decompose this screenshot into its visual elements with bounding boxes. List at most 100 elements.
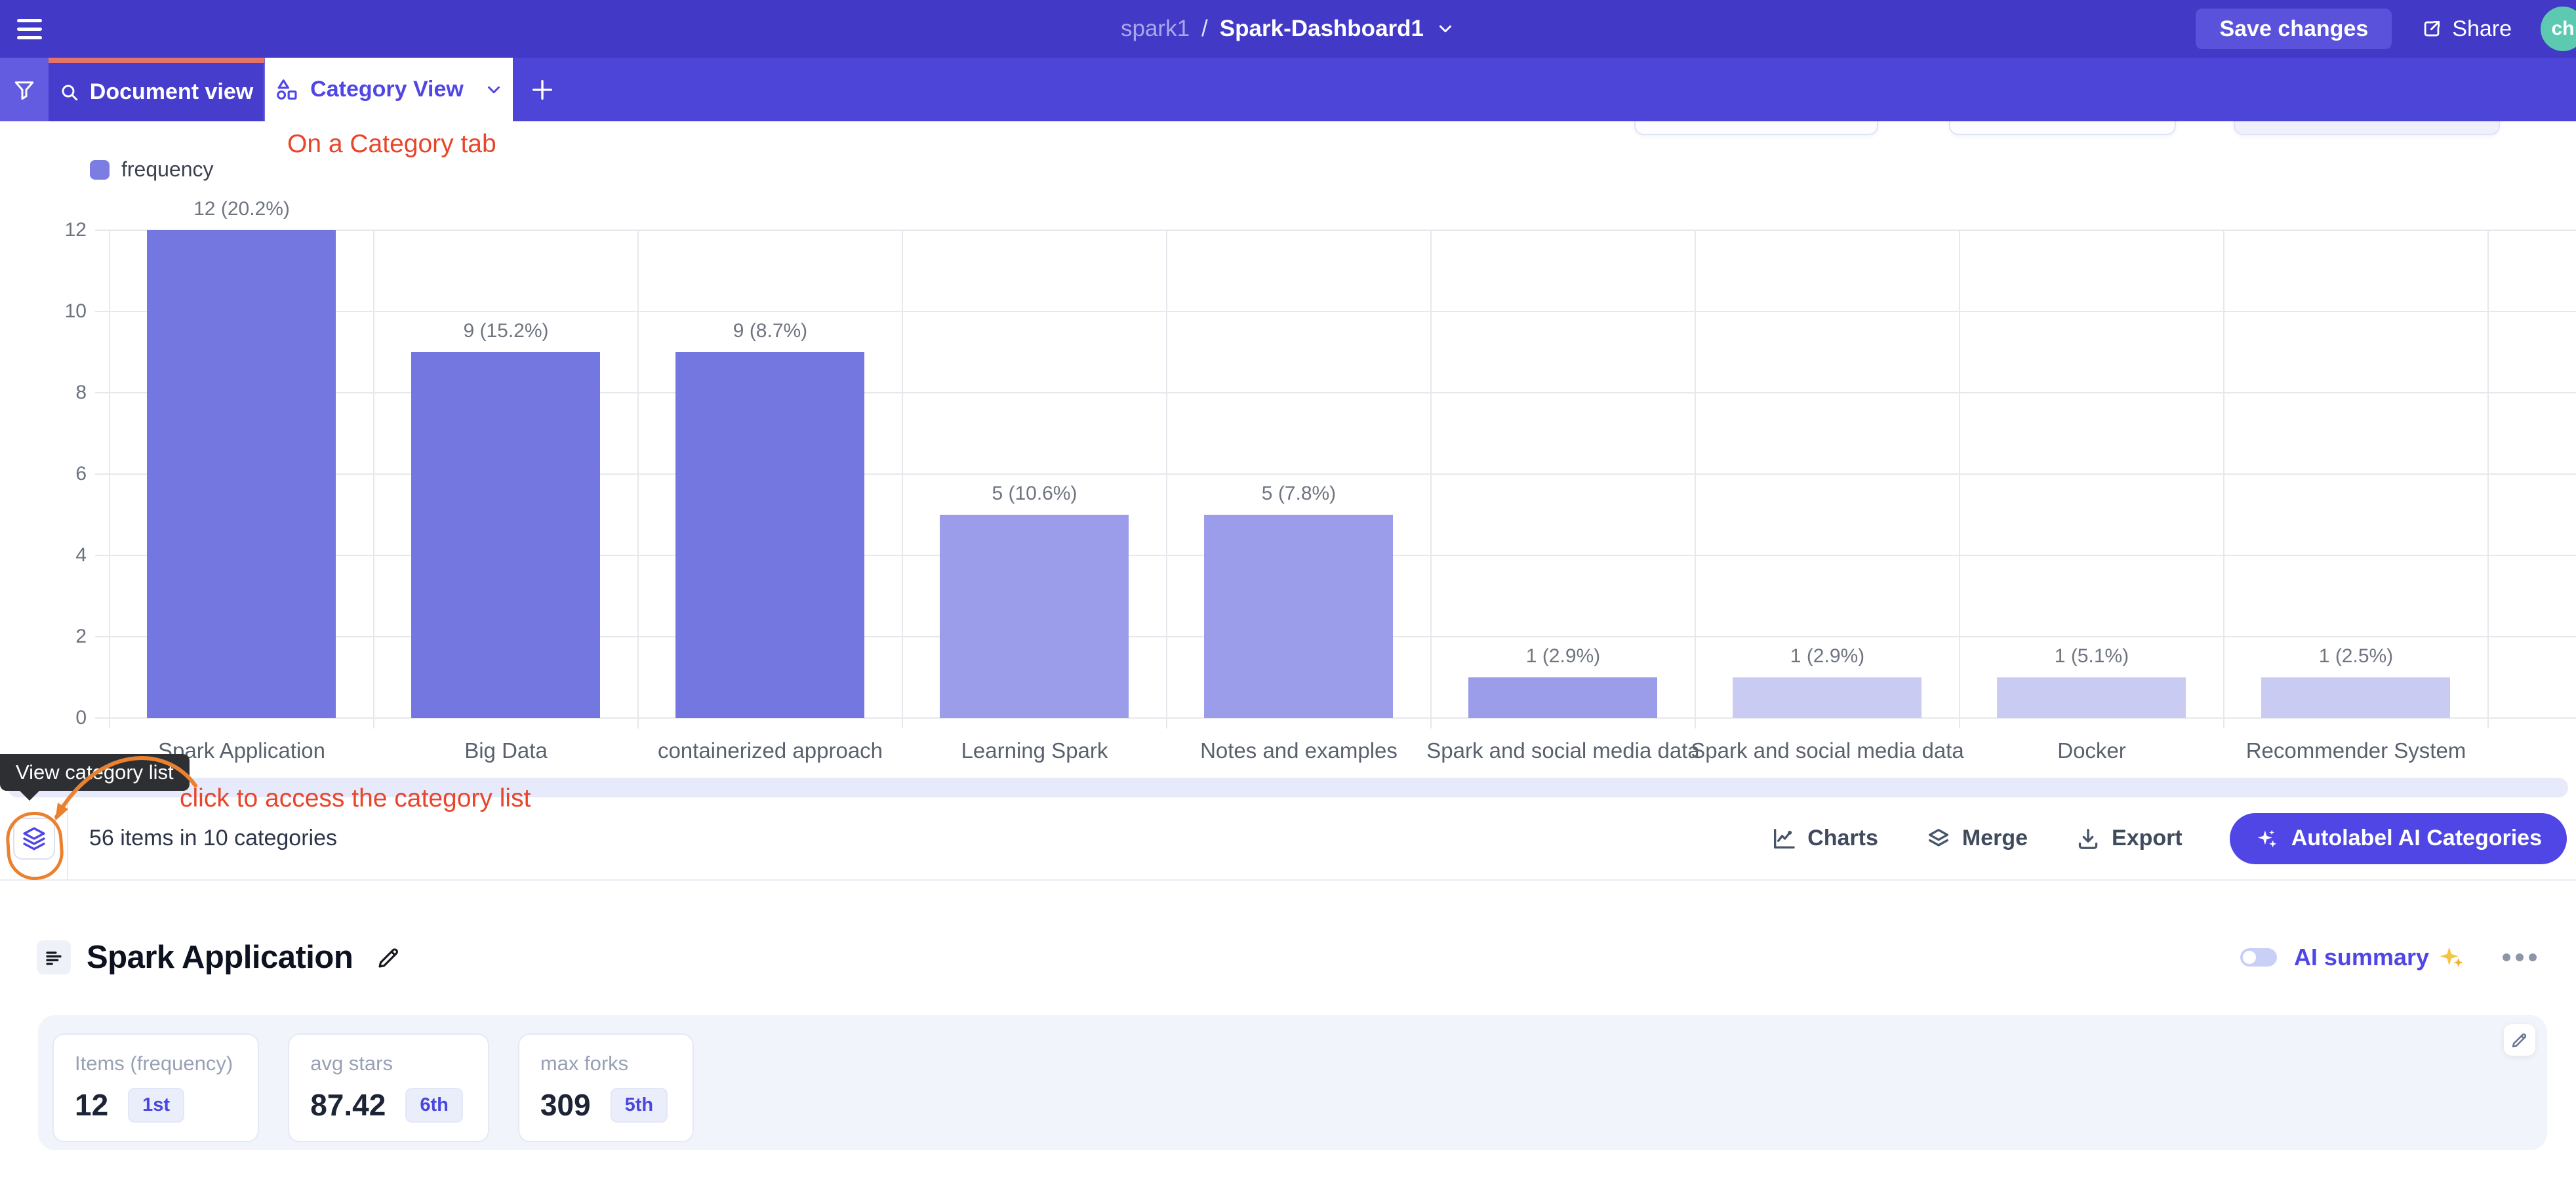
share-button[interactable]: Share bbox=[2421, 16, 2512, 42]
annotation-tab-note: On a Category tab bbox=[287, 130, 496, 158]
sparkles-icon bbox=[2255, 826, 2280, 851]
rank-badge: 5th bbox=[610, 1087, 668, 1123]
charts-button[interactable]: Charts bbox=[1771, 826, 1878, 852]
stats-panel: Items (frequency) 12 1st avg stars 87.42… bbox=[38, 1015, 2547, 1150]
chart-bar[interactable] bbox=[1468, 677, 1657, 718]
x-axis-category-label: Notes and examples bbox=[1200, 738, 1398, 763]
chart-gridline bbox=[373, 230, 374, 729]
export-button[interactable]: Export bbox=[2075, 826, 2183, 852]
chart-gridline bbox=[1959, 230, 1960, 729]
legend-swatch bbox=[90, 159, 110, 180]
edit-stats-button[interactable] bbox=[2504, 1024, 2535, 1056]
category-title: Spark Application bbox=[87, 940, 353, 975]
layers-icon bbox=[20, 825, 48, 852]
save-changes-button[interactable]: Save changes bbox=[2196, 9, 2392, 49]
breadcrumb-document[interactable]: Spark-Dashboard1 bbox=[1219, 16, 1424, 41]
drag-handle[interactable] bbox=[37, 940, 71, 974]
chart-gridline bbox=[637, 230, 639, 729]
merge-button[interactable]: Merge bbox=[1925, 826, 2028, 852]
chart-bar[interactable] bbox=[2261, 677, 2450, 718]
x-axis-category-label: Recommender System bbox=[2245, 738, 2466, 763]
toolbar-divider bbox=[67, 797, 68, 880]
stat-card-max-forks: max forks 309 5th bbox=[517, 1033, 694, 1142]
bar-value-label: 5 (10.6%) bbox=[992, 483, 1077, 504]
bar-value-label: 12 (20.2%) bbox=[193, 198, 290, 220]
chart-bar[interactable] bbox=[675, 352, 864, 718]
chevron-down-icon[interactable] bbox=[484, 80, 504, 100]
stat-card-avg-stars: avg stars 87.42 6th bbox=[288, 1033, 489, 1142]
tab-document-view[interactable]: Document view bbox=[49, 58, 265, 121]
share-external-icon bbox=[2421, 18, 2443, 40]
y-axis-tick-label: 12 bbox=[64, 219, 87, 241]
avatar[interactable]: ch bbox=[2541, 7, 2576, 51]
x-axis-category-label: Docker bbox=[2057, 738, 2126, 763]
filter-button[interactable] bbox=[0, 58, 49, 121]
ai-summary-label: AI summary bbox=[2293, 944, 2429, 970]
autolabel-ai-categories-button[interactable]: Autolabel AI Categories bbox=[2229, 812, 2567, 864]
chart-gridline bbox=[95, 230, 2576, 231]
add-tab-button[interactable] bbox=[513, 58, 572, 121]
chart-gridline bbox=[109, 230, 110, 729]
annotation-list-note: click to access the category list bbox=[180, 784, 531, 812]
y-axis-tick-label: 8 bbox=[75, 382, 87, 403]
download-icon bbox=[2075, 826, 2101, 852]
bar-value-label: 9 (8.7%) bbox=[733, 320, 808, 342]
chart-bar[interactable] bbox=[940, 515, 1129, 718]
chart-bar[interactable] bbox=[411, 352, 600, 718]
rank-badge: 1st bbox=[128, 1087, 185, 1123]
view-category-list-tooltip: View category list bbox=[0, 754, 190, 801]
edit-title-button[interactable] bbox=[375, 944, 403, 971]
category-shapes-icon bbox=[274, 77, 299, 102]
chevron-down-icon[interactable] bbox=[1436, 19, 1455, 39]
top-app-bar: spark1 / Spark-Dashboard1 Save changes S… bbox=[0, 0, 2576, 58]
chart-legend[interactable]: frequency bbox=[90, 157, 214, 182]
chart-gridline bbox=[1166, 230, 1167, 729]
chart-gridline bbox=[902, 230, 903, 729]
breadcrumb-project[interactable]: spark1 bbox=[1120, 16, 1190, 41]
chart-gridline bbox=[95, 717, 2576, 719]
chart-gridline bbox=[95, 473, 2576, 475]
items-summary: 56 items in 10 categories bbox=[89, 826, 337, 850]
y-axis-tick-label: 10 bbox=[64, 300, 87, 322]
stat-card-items: Items (frequency) 12 1st bbox=[52, 1033, 260, 1142]
category-section-header: Spark Application AI summary bbox=[0, 928, 2576, 987]
y-axis-tick-label: 6 bbox=[75, 463, 87, 485]
chart-gridline bbox=[95, 311, 2576, 312]
bar-value-label: 1 (5.1%) bbox=[2054, 645, 2129, 667]
ai-summary-toggle[interactable] bbox=[2240, 948, 2277, 967]
bar-value-label: 5 (7.8%) bbox=[1261, 483, 1337, 504]
search-icon bbox=[59, 82, 80, 103]
chart-gridline bbox=[1695, 230, 1696, 729]
more-options-button[interactable] bbox=[2503, 953, 2537, 961]
plus-icon bbox=[529, 77, 555, 103]
sparkles-emoji-icon bbox=[2438, 944, 2466, 971]
rank-badge: 6th bbox=[405, 1087, 463, 1123]
toggle-knob bbox=[2242, 951, 2256, 964]
bar-value-label: 1 (2.5%) bbox=[2318, 645, 2394, 667]
chart-bar[interactable] bbox=[147, 230, 336, 718]
list-lines-icon bbox=[43, 946, 65, 969]
x-axis-category-label: containerized approach bbox=[657, 738, 883, 763]
chart-bar[interactable] bbox=[1733, 677, 1922, 718]
chart-horizontal-scrollbar[interactable] bbox=[8, 778, 2568, 797]
tab-category-view[interactable]: Category View bbox=[265, 58, 513, 121]
x-axis-category-label: Big Data bbox=[464, 738, 548, 763]
funnel-filter-icon bbox=[12, 78, 36, 102]
category-toolbar: 56 items in 10 categories Charts Merge bbox=[0, 797, 2576, 881]
bar-value-label: 1 (2.9%) bbox=[1790, 645, 1865, 667]
category-section: Spark Application AI summary bbox=[0, 881, 2576, 1179]
chart-bar[interactable] bbox=[1997, 677, 2186, 718]
view-category-list-button[interactable] bbox=[13, 817, 55, 860]
frequency-bar-chart: frequency 0 2 4 6 8 10 12 12 (20.2%) Spark Appli… bbox=[0, 121, 2576, 784]
chart-bar[interactable] bbox=[1204, 515, 1393, 718]
legend-label: frequency bbox=[121, 157, 214, 181]
view-tabs-bar: Document view Category View bbox=[0, 58, 2576, 121]
hamburger-menu-icon[interactable] bbox=[17, 10, 54, 47]
breadcrumb[interactable]: spark1 / Spark-Dashboard1 bbox=[1121, 0, 1455, 58]
y-axis-tick-label: 0 bbox=[75, 707, 87, 729]
y-axis-tick-label: 4 bbox=[75, 544, 87, 566]
chart-gridline bbox=[1430, 230, 1432, 729]
y-axis-tick-label: 2 bbox=[75, 626, 87, 647]
chart-gridline bbox=[2487, 230, 2489, 729]
